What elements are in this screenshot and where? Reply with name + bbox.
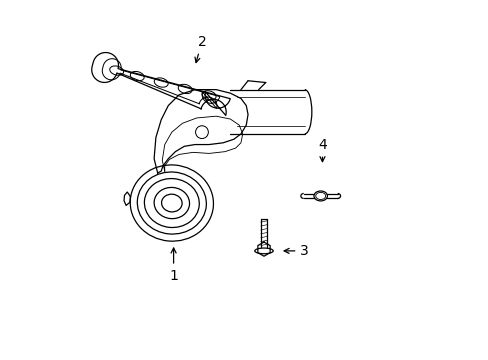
- Text: 3: 3: [284, 244, 308, 258]
- Text: 1: 1: [169, 248, 178, 283]
- Text: 2: 2: [195, 35, 206, 63]
- Text: 4: 4: [318, 138, 326, 162]
